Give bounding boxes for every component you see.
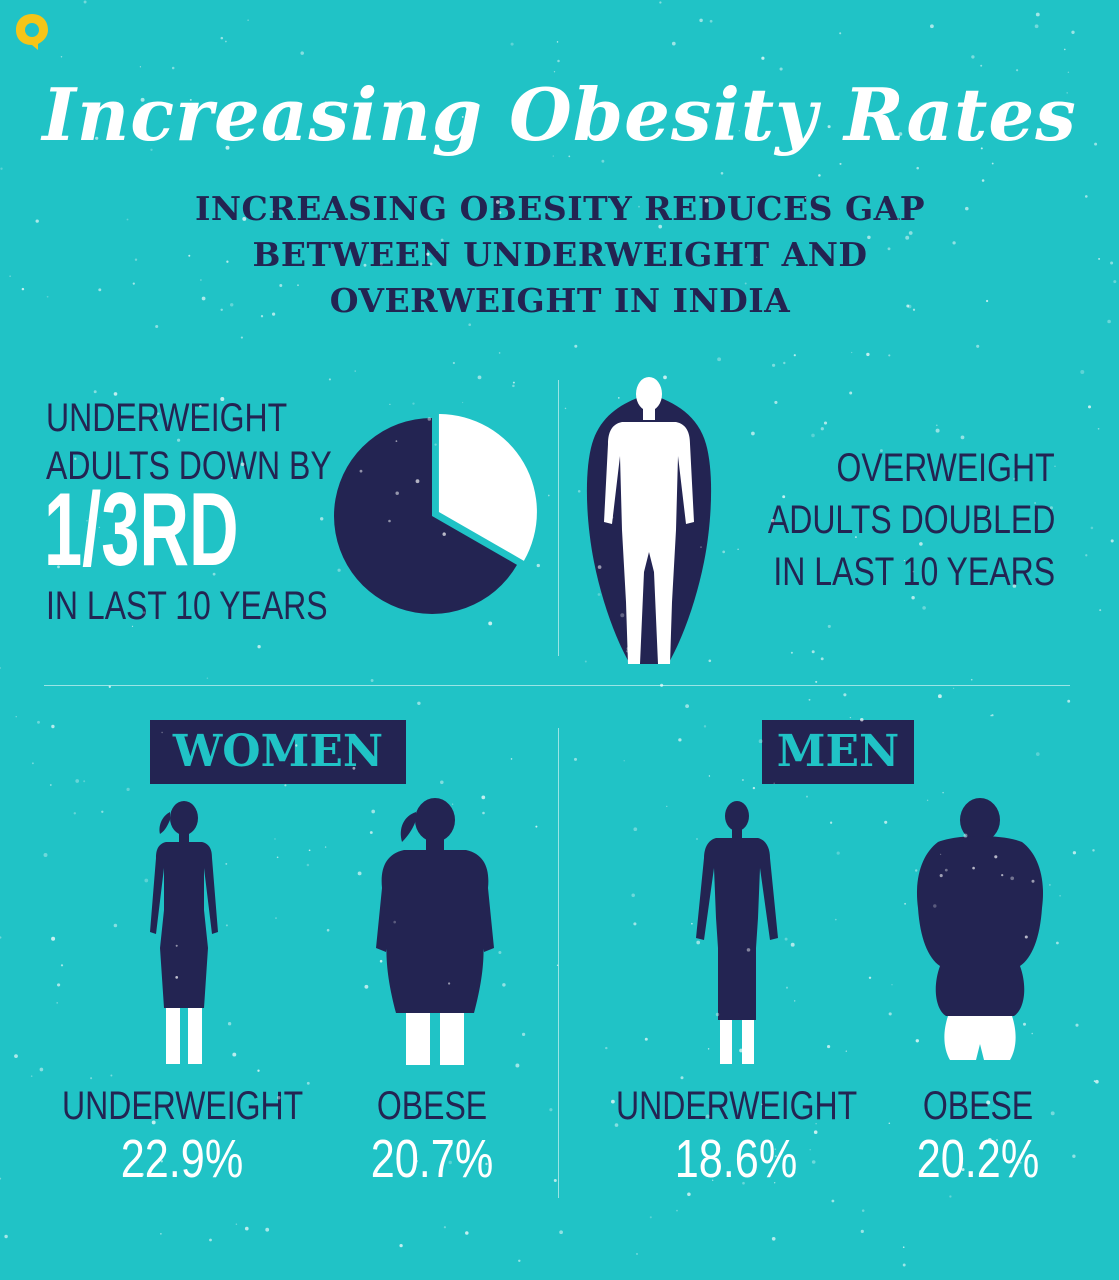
pie-reduced-slice — [438, 414, 537, 561]
man-silhouette-icon — [916, 798, 1044, 1060]
underweight-stat: 1/3RD — [44, 472, 239, 588]
women-obese-value: 20.7% — [370, 1129, 494, 1189]
men-obese-label: OBESE — [922, 1084, 1034, 1128]
women-underweight-value: 22.9% — [120, 1129, 244, 1189]
women-obese-label: OBESE — [376, 1084, 488, 1128]
man-silhouette-icon — [696, 801, 778, 1064]
horizontal-divider — [44, 685, 1070, 686]
person-silhouette-icon — [586, 377, 712, 664]
men-underweight-value: 18.6% — [674, 1129, 798, 1189]
underweight-line-3: IN LAST 10 YEARS — [46, 584, 328, 628]
subtitle-line-1: INCREASING OBESITY REDUCES GAP — [194, 189, 926, 228]
top-vertical-divider — [558, 380, 559, 656]
bottom-vertical-divider — [558, 728, 559, 1198]
woman-silhouette-icon — [376, 798, 494, 1065]
overweight-line-1: OVERWEIGHT — [836, 446, 1055, 490]
pie-chart-icon — [334, 414, 537, 614]
underweight-line-1: UNDERWEIGHT — [46, 396, 288, 440]
overweight-line-3: IN LAST 10 YEARS — [773, 550, 1055, 594]
women-underweight-label: UNDERWEIGHT — [62, 1084, 304, 1128]
woman-silhouette-icon — [150, 801, 218, 1064]
page-subtitle: INCREASING OBESITY REDUCES GAP BETWEEN U… — [100, 186, 1020, 324]
men-heading: MEN — [762, 720, 914, 784]
underweight-line-2: ADULTS DOWN BY — [46, 444, 332, 488]
men-obese-value: 20.2% — [916, 1129, 1040, 1189]
overweight-line-2: ADULTS DOUBLED — [767, 498, 1055, 542]
subtitle-line-3: OVERWEIGHT IN INDIA — [329, 281, 791, 320]
pie-remaining-slice — [334, 418, 517, 614]
page-title: Increasing Obesity Rates — [42, 72, 1077, 157]
men-underweight-label: UNDERWEIGHT — [616, 1084, 858, 1128]
women-heading: WOMEN — [150, 720, 406, 784]
subtitle-line-2: BETWEEN UNDERWEIGHT AND — [252, 235, 868, 274]
quint-logo-icon — [16, 14, 48, 50]
women-heading-text: WOMEN — [172, 726, 384, 777]
men-heading-text: MEN — [776, 726, 900, 777]
